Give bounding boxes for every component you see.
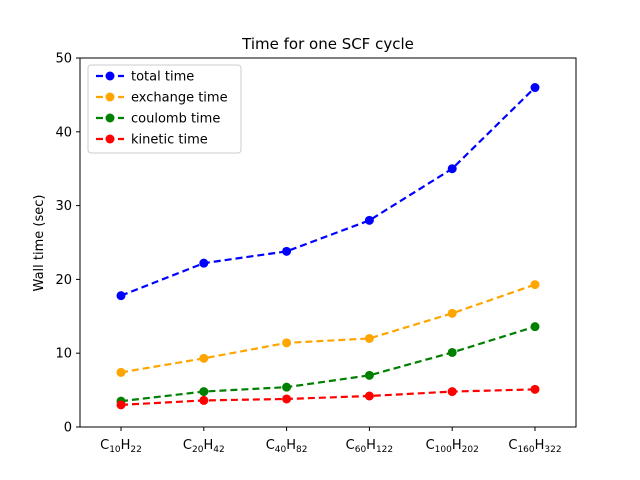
- y-tick-label: 40: [55, 125, 72, 140]
- x-tick-label: C10H22: [100, 438, 142, 455]
- data-point-kinetic-time: [530, 384, 540, 394]
- data-point-kinetic-time: [282, 394, 292, 404]
- x-tick-label: C60H122: [346, 438, 394, 455]
- element-symbol: H: [121, 438, 131, 453]
- data-point-total-time: [282, 246, 292, 256]
- subscript: 60: [355, 445, 367, 455]
- element-symbol: H: [366, 438, 376, 453]
- x-tick-label: C100H202: [426, 438, 479, 455]
- legend: total time exchange time coulomb time kinet…: [87, 64, 242, 154]
- subscript: 40: [275, 445, 287, 455]
- data-point-coulomb-time: [447, 347, 457, 357]
- data-point-total-time: [530, 83, 540, 93]
- subscript: 20: [192, 445, 204, 455]
- data-point-coulomb-time: [530, 322, 540, 332]
- element-symbol: C: [266, 438, 275, 453]
- element-symbol: C: [346, 438, 355, 453]
- subscript: 42: [213, 445, 224, 455]
- series-line-total-time: [120, 86, 536, 297]
- subscript: 322: [544, 445, 561, 455]
- subscript: 160: [517, 445, 534, 455]
- series-line-coulomb-time: [120, 325, 536, 403]
- series-line-kinetic-time: [120, 388, 536, 406]
- legend-box: [87, 64, 242, 154]
- subscript: 202: [462, 445, 479, 455]
- data-point-kinetic-time: [116, 400, 126, 410]
- data-point-total-time: [447, 164, 457, 174]
- y-tick-label: 20: [55, 273, 72, 288]
- legend-label-exchange-time: exchange time: [131, 91, 228, 106]
- plot-frame: [79, 57, 577, 428]
- subscript: 100: [435, 445, 452, 455]
- legend-label-total-time: total time: [131, 70, 194, 85]
- data-point-total-time: [364, 215, 374, 225]
- data-point-kinetic-time: [199, 395, 209, 405]
- element-symbol: C: [426, 438, 435, 453]
- element-symbol: C: [508, 438, 517, 453]
- x-tick-label: C40H82: [266, 438, 308, 455]
- data-point-exchange-time: [364, 333, 374, 343]
- legend-label-kinetic-time: kinetic time: [131, 133, 208, 148]
- x-tick-label: C20H42: [183, 438, 225, 455]
- chart-title: Time for one SCF cycle: [241, 35, 414, 53]
- subscript: 82: [296, 445, 307, 455]
- data-point-exchange-time: [199, 353, 209, 363]
- legend-marker-coulomb-time: [105, 113, 115, 123]
- data-point-exchange-time: [447, 308, 457, 318]
- y-tick-label: 30: [55, 199, 72, 214]
- legend-marker-kinetic-time: [105, 134, 115, 144]
- element-symbol: H: [203, 438, 213, 453]
- x-tick-label: C160H322: [508, 438, 561, 455]
- legend-marker-total-time: [105, 71, 115, 81]
- series-line-exchange-time: [120, 283, 536, 374]
- y-tick-label: 10: [55, 347, 72, 362]
- y-tick-label: 50: [55, 52, 72, 67]
- subscript: 10: [109, 445, 121, 455]
- y-axis-title: Wall time (sec): [32, 195, 47, 292]
- data-point-coulomb-time: [199, 387, 209, 397]
- subscript: 122: [376, 445, 393, 455]
- data-point-kinetic-time: [364, 391, 374, 401]
- legend-label-coulomb-time: coulomb time: [131, 112, 220, 127]
- element-symbol: C: [183, 438, 192, 453]
- legend-marker-exchange-time: [105, 92, 115, 102]
- data-point-kinetic-time: [447, 387, 457, 397]
- element-symbol: H: [452, 438, 462, 453]
- y-tick-label: 0: [64, 421, 72, 436]
- element-symbol: H: [535, 438, 545, 453]
- element-symbol: C: [100, 438, 109, 453]
- data-point-exchange-time: [530, 280, 540, 290]
- subscript: 22: [130, 445, 141, 455]
- element-symbol: H: [286, 438, 296, 453]
- data-point-coulomb-time: [282, 382, 292, 392]
- data-point-total-time: [116, 291, 126, 301]
- data-point-total-time: [199, 258, 209, 268]
- data-point-exchange-time: [116, 367, 126, 377]
- data-point-exchange-time: [282, 338, 292, 348]
- data-point-coulomb-time: [364, 370, 374, 380]
